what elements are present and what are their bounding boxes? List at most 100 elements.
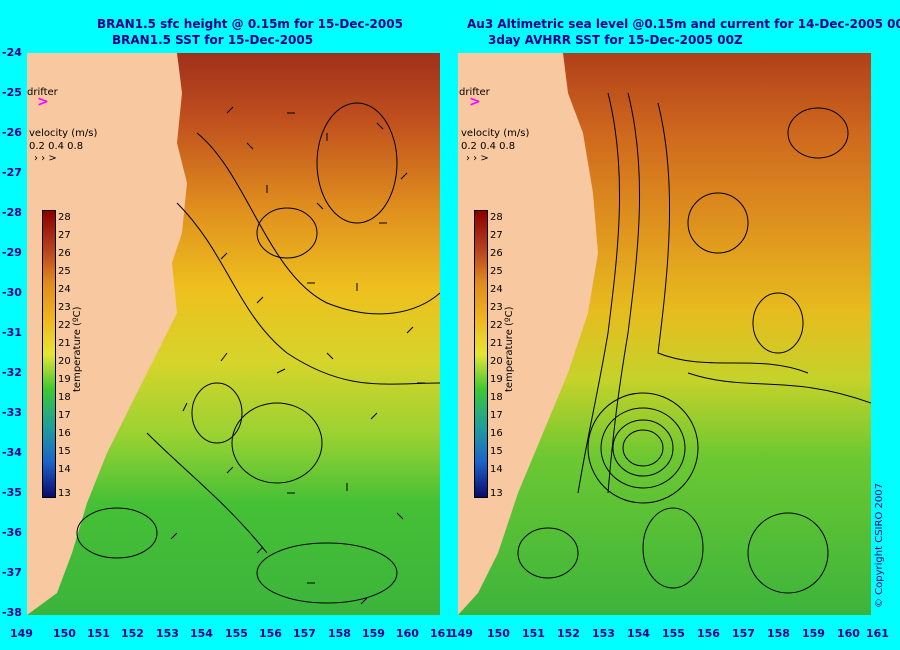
velocity-legend-label: velocity (m/s) [29, 128, 98, 139]
lat-tick: -28 [2, 206, 22, 219]
colorbar-tick: 20 [58, 356, 71, 367]
colorbar-tick: 19 [490, 374, 503, 385]
lat-tick: -25 [2, 86, 22, 99]
lat-tick: -35 [2, 486, 22, 499]
lon-tick: 161 [866, 627, 889, 640]
colorbar-tick: 27 [58, 230, 71, 241]
lon-tick: 153 [156, 627, 179, 640]
colorbar-tick: 22 [490, 320, 503, 331]
lon-tick: 153 [592, 627, 615, 640]
colorbar-tick: 16 [490, 428, 503, 439]
copyright-text: © Copyright CSIRO 2007 [874, 483, 885, 608]
lon-tick: 156 [259, 627, 282, 640]
colorbar-tick: 19 [58, 374, 71, 385]
colorbar-tick: 24 [58, 284, 71, 295]
right-title-line2: 3day AVHRR SST for 15-Dec-2005 00Z [488, 33, 743, 47]
lat-tick: -38 [2, 606, 22, 619]
lat-tick: -27 [2, 166, 22, 179]
colorbar-tick: 14 [490, 464, 503, 475]
colorbar-label: temperature (ºC) [72, 306, 83, 392]
colorbar-tick: 21 [490, 338, 503, 349]
drifter-label: drifter [459, 87, 490, 98]
lon-tick: 161 [430, 627, 453, 640]
left-map-svg [27, 53, 440, 615]
lon-tick: 150 [487, 627, 510, 640]
lon-tick: 149 [450, 627, 473, 640]
colorbar [474, 210, 488, 498]
colorbar-label: temperature (ºC) [504, 306, 515, 392]
lat-tick: -33 [2, 406, 22, 419]
lat-tick: -29 [2, 246, 22, 259]
colorbar-tick: 28 [490, 212, 503, 223]
right-map-svg [458, 53, 871, 615]
colorbar-tick: 21 [58, 338, 71, 349]
lon-tick: 155 [662, 627, 685, 640]
colorbar-tick: 13 [490, 488, 503, 499]
colorbar-tick: 15 [490, 446, 503, 457]
velocity-arrows [170, 106, 425, 605]
lat-tick: -30 [2, 286, 22, 299]
contour-lines [517, 92, 871, 594]
colorbar-tick: 15 [58, 446, 71, 457]
velocity-legend-scale: 0.2 0.4 0.8 [29, 141, 84, 152]
colorbar-tick: 13 [58, 488, 71, 499]
lon-tick: 160 [396, 627, 419, 640]
lon-tick: 159 [362, 627, 385, 640]
lon-tick: 152 [121, 627, 144, 640]
drifter-icon: > [469, 94, 481, 110]
land-mass [27, 53, 187, 615]
lat-tick: -24 [2, 46, 22, 59]
colorbar-tick: 16 [58, 428, 71, 439]
right-title-line1: Au3 Altimetric sea level @0.15m and curr… [467, 17, 900, 31]
left-title-line2: BRAN1.5 SST for 15-Dec-2005 [112, 33, 314, 47]
colorbar-tick: 23 [490, 302, 503, 313]
lat-tick: -26 [2, 126, 22, 139]
lon-tick: 156 [697, 627, 720, 640]
lon-tick: 151 [522, 627, 545, 640]
colorbar [42, 210, 56, 498]
lon-tick: 154 [190, 627, 213, 640]
lon-tick: 149 [10, 627, 33, 640]
land-mass [458, 53, 598, 615]
lon-tick: 157 [293, 627, 316, 640]
lon-tick: 158 [767, 627, 790, 640]
lon-tick: 159 [802, 627, 825, 640]
drifter-label: drifter [27, 87, 58, 98]
colorbar-tick: 28 [58, 212, 71, 223]
colorbar-tick: 17 [490, 410, 503, 421]
colorbar-tick: 14 [58, 464, 71, 475]
lon-tick: 151 [87, 627, 110, 640]
colorbar-tick: 25 [490, 266, 503, 277]
colorbar-tick: 24 [490, 284, 503, 295]
contour-lines [76, 102, 440, 604]
colorbar-tick: 27 [490, 230, 503, 241]
lat-tick: -37 [2, 566, 22, 579]
colorbar-tick: 26 [490, 248, 503, 259]
left-map-panel [27, 53, 440, 615]
left-title-line1: BRAN1.5 sfc height @ 0.15m for 15-Dec-20… [97, 17, 403, 31]
lon-tick: 150 [53, 627, 76, 640]
lon-tick: 155 [225, 627, 248, 640]
lat-tick: -31 [2, 326, 22, 339]
lon-tick: 152 [557, 627, 580, 640]
velocity-arrow-icons: › › > [466, 153, 489, 164]
colorbar-tick: 25 [58, 266, 71, 277]
drifter-icon: > [37, 94, 49, 110]
velocity-arrow-icons: › › > [34, 153, 57, 164]
lon-tick: 157 [732, 627, 755, 640]
lon-tick: 160 [837, 627, 860, 640]
right-map-panel [458, 53, 871, 615]
colorbar-tick: 20 [490, 356, 503, 367]
colorbar-tick: 26 [58, 248, 71, 259]
colorbar-tick: 18 [58, 392, 71, 403]
colorbar-tick: 22 [58, 320, 71, 331]
colorbar-tick: 17 [58, 410, 71, 421]
velocity-legend-scale: 0.2 0.4 0.8 [461, 141, 516, 152]
lat-tick: -34 [2, 446, 22, 459]
lon-tick: 158 [328, 627, 351, 640]
lat-tick: -32 [2, 366, 22, 379]
colorbar-tick: 23 [58, 302, 71, 313]
velocity-legend-label: velocity (m/s) [461, 128, 530, 139]
colorbar-tick: 18 [490, 392, 503, 403]
lat-tick: -36 [2, 526, 22, 539]
